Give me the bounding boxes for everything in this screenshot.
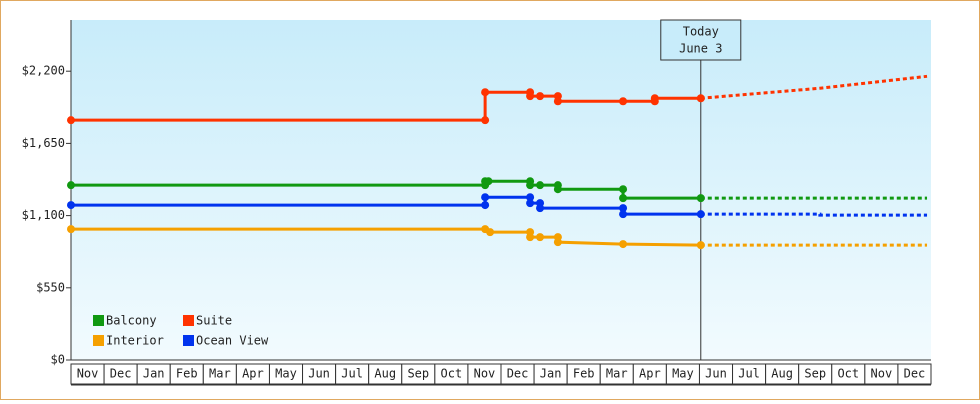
today-label: Today (683, 25, 719, 39)
legend-label: Suite (196, 314, 232, 328)
x-tick-label: Apr (242, 367, 264, 381)
forecast-line (700, 212, 928, 217)
x-tick-label: Jun (308, 367, 330, 381)
x-tick-label: Aug (374, 367, 396, 381)
x-tick-label: Aug (771, 367, 793, 381)
point (67, 201, 75, 210)
y-tick-label: $0 (51, 353, 65, 367)
point (526, 92, 535, 101)
point (526, 199, 535, 208)
today-box (660, 19, 742, 61)
point (67, 116, 75, 125)
forecast-line (700, 74, 928, 100)
point (481, 88, 490, 97)
point (536, 204, 545, 213)
x-tick-label: May (672, 367, 694, 381)
point (553, 97, 562, 106)
y-tick-label: $1,100 (22, 208, 65, 222)
point (696, 210, 705, 219)
point (553, 238, 562, 247)
point (553, 185, 562, 194)
legend-label: Ocean View (196, 334, 269, 348)
legend-label: Balcony (106, 314, 157, 328)
x-tick-label: Feb (176, 367, 198, 381)
x-tick-label: Jan (540, 367, 562, 381)
y-tick-label: $2,200 (22, 64, 65, 78)
x-tick-label: Nov (871, 367, 893, 381)
point (650, 94, 659, 103)
legend-swatch (93, 335, 104, 346)
legend-label: Interior (106, 334, 164, 348)
x-tick-label: Nov (474, 367, 496, 381)
y-tick-label: $1,650 (22, 136, 65, 150)
point (696, 241, 705, 250)
x-tick-label: Dec (110, 367, 132, 381)
x-tick-label: Mar (606, 367, 628, 381)
point (619, 97, 628, 106)
point (526, 193, 535, 202)
layer: $0 $550 $1,100 $1,650 $2,200 Nov Dec Jan Feb Mar A… (22, 19, 932, 386)
x-tick-label: Sep (804, 367, 826, 381)
x-tick-label: Oct (441, 367, 463, 381)
x-tick-label: Dec (507, 367, 529, 381)
point (481, 116, 490, 125)
plot-area (71, 20, 931, 360)
point (481, 201, 490, 210)
point (536, 181, 545, 190)
point (526, 233, 535, 242)
today-label: June 3 (679, 42, 722, 56)
x-tick-label: Sep (407, 367, 429, 381)
point (481, 193, 490, 202)
x-tick-label: Mar (209, 367, 231, 381)
x-tick-label: Oct (837, 367, 859, 381)
point (619, 194, 628, 203)
x-tick-label: Jun (705, 367, 727, 381)
legend-swatch (93, 315, 104, 326)
point (67, 181, 75, 190)
y-tick-label: $550 (36, 280, 65, 294)
point (536, 92, 545, 101)
legend-swatch (183, 315, 194, 326)
legend-swatch (183, 335, 194, 346)
x-tick-label: Jul (341, 367, 363, 381)
x-tick-label: Jul (738, 367, 760, 381)
x-tick-label: Dec (904, 367, 926, 381)
point (536, 233, 545, 242)
x-tick-label: Jan (143, 367, 165, 381)
x-tick-label: Feb (573, 367, 595, 381)
point (696, 194, 705, 203)
point (486, 228, 495, 237)
x-tick-box (897, 363, 932, 385)
x-tick-label: Apr (639, 367, 661, 381)
point (696, 94, 705, 103)
point (619, 185, 628, 194)
x-tick-label: May (275, 367, 297, 381)
point (484, 177, 493, 186)
x-tick-label: Nov (77, 367, 99, 381)
point (526, 181, 535, 190)
point (619, 204, 628, 213)
point (619, 240, 628, 249)
point (67, 225, 75, 234)
point (619, 210, 628, 219)
